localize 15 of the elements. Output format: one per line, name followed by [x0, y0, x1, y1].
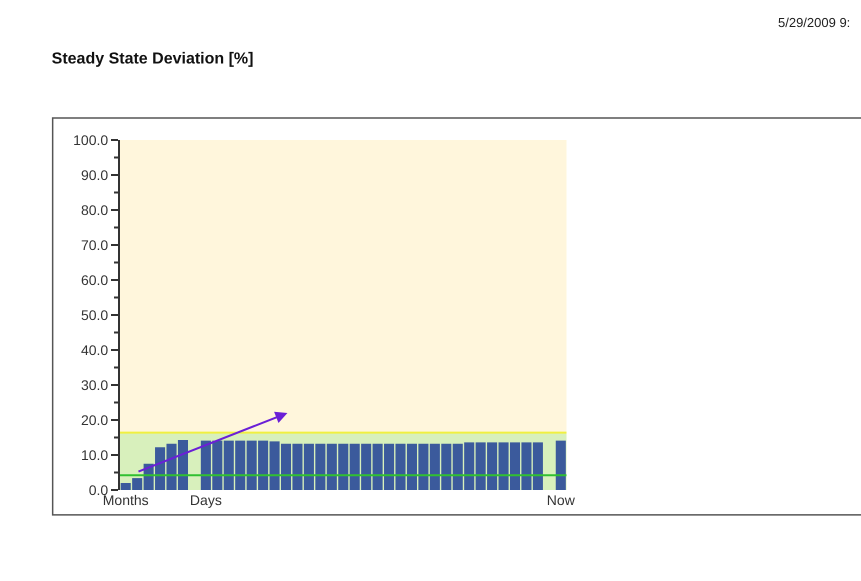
- y-tick-label: 90.0: [80, 166, 108, 183]
- text: 5/29/2009 9:: [778, 15, 850, 30]
- y-tick-label: 50.0: [80, 306, 108, 323]
- chart-title: Steady State Deviation [%]: [52, 50, 254, 68]
- y-tick-label: 70.0: [80, 236, 108, 253]
- y-tick-label: 80.0: [80, 202, 108, 218]
- y-tick-label: 10.0: [80, 446, 108, 463]
- bar: [556, 440, 566, 490]
- y-tick-label: 20.0: [80, 412, 108, 428]
- y-tick-label: 100.0: [73, 132, 108, 148]
- x-tick-label: Days: [190, 492, 222, 508]
- y-tick-label: 30.0: [80, 376, 108, 393]
- y-tick-label: 40.0: [80, 342, 108, 358]
- x-tick-label: Now: [546, 492, 576, 508]
- y-tick-label: 60.0: [80, 272, 108, 288]
